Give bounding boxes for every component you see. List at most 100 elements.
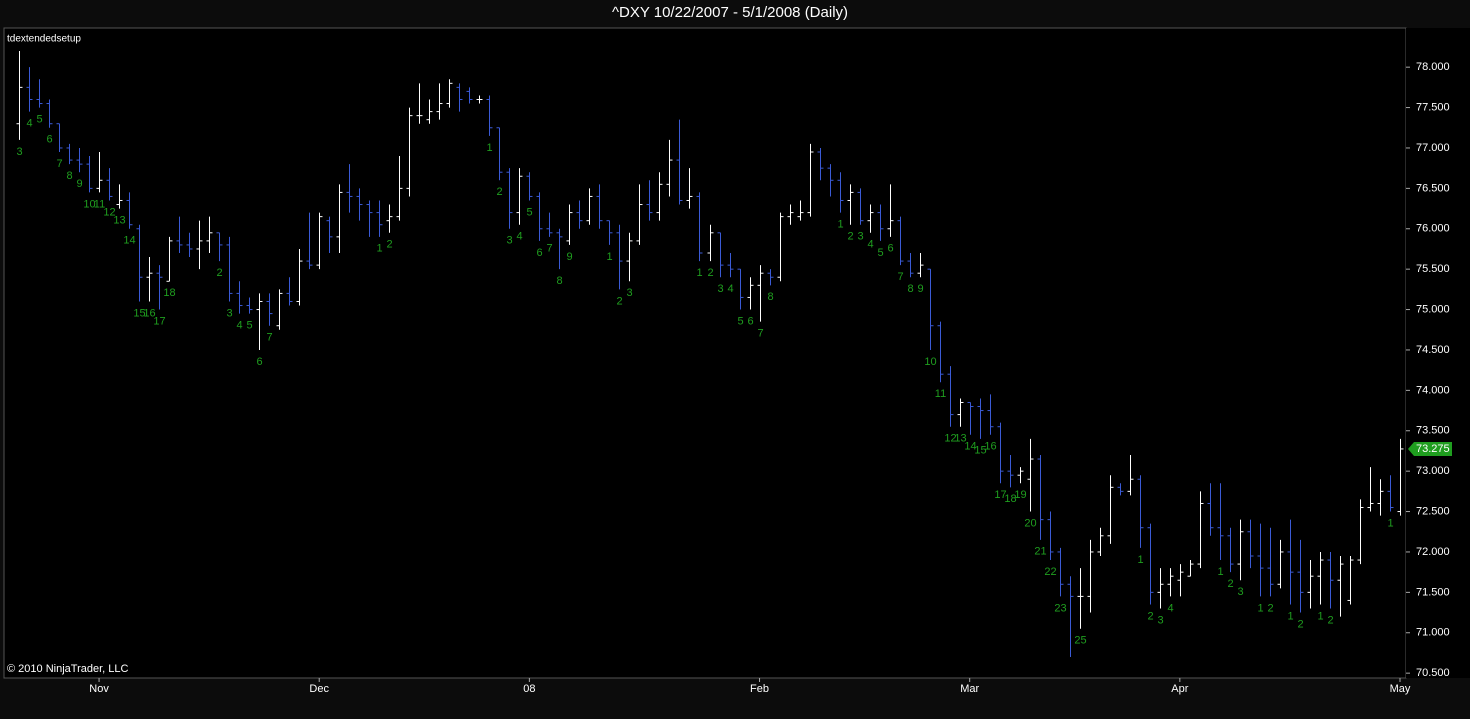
price-axis xyxy=(1406,28,1470,678)
setup-count: 7 xyxy=(757,328,763,340)
y-tick-label: 73.500 xyxy=(1416,425,1450,437)
setup-count: 4 xyxy=(867,239,873,251)
y-tick-label: 72.500 xyxy=(1416,505,1450,517)
plot-area xyxy=(3,27,1407,679)
y-tick-label: 77.500 xyxy=(1416,101,1450,113)
setup-count: 1 xyxy=(1257,602,1263,614)
y-tick-label: 75.000 xyxy=(1416,303,1450,315)
setup-count: 6 xyxy=(887,243,893,255)
x-tick-label: Nov xyxy=(89,683,109,695)
setup-count: 9 xyxy=(566,251,572,263)
setup-count: 7 xyxy=(897,271,903,283)
setup-count: 1 xyxy=(1287,610,1293,622)
setup-count: 13 xyxy=(954,433,966,445)
setup-count: 3 xyxy=(626,287,632,299)
setup-count: 1 xyxy=(376,243,382,255)
setup-count: 21 xyxy=(1034,546,1046,558)
y-tick-label: 71.500 xyxy=(1416,586,1450,598)
setup-count: 2 xyxy=(216,267,222,279)
setup-count: 1 xyxy=(1317,610,1323,622)
setup-count: 19 xyxy=(1014,489,1026,501)
y-tick-label: 75.500 xyxy=(1416,263,1450,275)
y-tick-label: 70.500 xyxy=(1416,667,1450,679)
setup-count: 2 xyxy=(847,231,853,243)
setup-count: 5 xyxy=(246,320,252,332)
setup-count: 2 xyxy=(386,239,392,251)
setup-count: 4 xyxy=(1167,602,1173,614)
setup-count: 7 xyxy=(546,243,552,255)
setup-count: 1 xyxy=(486,142,492,154)
setup-count: 23 xyxy=(1054,602,1066,614)
setup-count: 9 xyxy=(76,178,82,190)
setup-count: 16 xyxy=(984,441,996,453)
setup-count: 17 xyxy=(994,489,1006,501)
setup-count: 6 xyxy=(747,315,753,327)
setup-count: 22 xyxy=(1044,566,1056,578)
setup-count: 8 xyxy=(767,291,773,303)
setup-count: 2 xyxy=(616,295,622,307)
setup-count: 15 xyxy=(974,445,986,457)
setup-count: 20 xyxy=(1024,517,1036,529)
setup-count: 7 xyxy=(56,158,62,170)
setup-count: 1 xyxy=(1137,554,1143,566)
setup-count: 6 xyxy=(536,247,542,259)
setup-count: 4 xyxy=(727,283,733,295)
setup-count: 2 xyxy=(1297,618,1303,630)
copyright: © 2010 NinjaTrader, LLC xyxy=(7,663,128,675)
y-tick-label: 76.000 xyxy=(1416,223,1450,235)
setup-count: 8 xyxy=(907,283,913,295)
setup-count: 3 xyxy=(506,235,512,247)
setup-count: 3 xyxy=(717,283,723,295)
y-tick-label: 71.000 xyxy=(1416,627,1450,639)
setup-count: 4 xyxy=(236,320,242,332)
setup-count: 5 xyxy=(737,315,743,327)
setup-count: 6 xyxy=(46,134,52,146)
setup-count: 2 xyxy=(707,267,713,279)
x-tick-label: Dec xyxy=(309,683,329,695)
setup-count: 2 xyxy=(496,186,502,198)
y-tick-label: 76.500 xyxy=(1416,182,1450,194)
setup-count: 5 xyxy=(877,247,883,259)
setup-count: 9 xyxy=(917,283,923,295)
setup-count: 10 xyxy=(924,356,936,368)
last-price-box xyxy=(1408,441,1452,456)
setup-count: 16 xyxy=(143,307,155,319)
x-tick-label: Mar xyxy=(960,683,979,695)
setup-count: 17 xyxy=(153,315,165,327)
setup-count: 1 xyxy=(696,267,702,279)
setup-count: 12 xyxy=(103,206,115,218)
setup-count: 13 xyxy=(113,214,125,226)
setup-count: 8 xyxy=(556,275,562,287)
setup-count: 7 xyxy=(266,332,272,344)
setup-count: 5 xyxy=(36,113,42,125)
setup-count: 11 xyxy=(935,388,946,400)
last-price-label: 73.275 xyxy=(1416,443,1450,455)
setup-count: 2 xyxy=(1147,610,1153,622)
setup-count: 14 xyxy=(123,235,135,247)
setup-count: 14 xyxy=(964,441,976,453)
setup-count: 4 xyxy=(26,118,32,130)
setup-count: 1 xyxy=(606,251,612,263)
setup-count: 25 xyxy=(1074,635,1086,647)
x-tick-label: 08 xyxy=(523,683,535,695)
setup-count: 18 xyxy=(163,287,175,299)
setup-count: 3 xyxy=(857,231,863,243)
setup-count: 11 xyxy=(94,198,105,210)
y-tick-label: 77.000 xyxy=(1416,142,1450,154)
setup-count: 4 xyxy=(516,231,522,243)
setup-count: 3 xyxy=(1237,586,1243,598)
setup-count: 3 xyxy=(1157,614,1163,626)
setup-count: 3 xyxy=(226,307,232,319)
setup-count: 8 xyxy=(66,170,72,182)
setup-count: 2 xyxy=(1227,578,1233,590)
setup-count: 1 xyxy=(1387,517,1393,529)
setup-count: 2 xyxy=(1267,602,1273,614)
y-tick-label: 72.000 xyxy=(1416,546,1450,558)
setup-count: 5 xyxy=(526,206,532,218)
chart-title: ^DXY 10/22/2007 - 5/1/2008 (Daily) xyxy=(612,4,848,21)
x-tick-label: Apr xyxy=(1171,683,1188,695)
setup-count: 1 xyxy=(1217,566,1223,578)
setup-count: 6 xyxy=(256,356,262,368)
